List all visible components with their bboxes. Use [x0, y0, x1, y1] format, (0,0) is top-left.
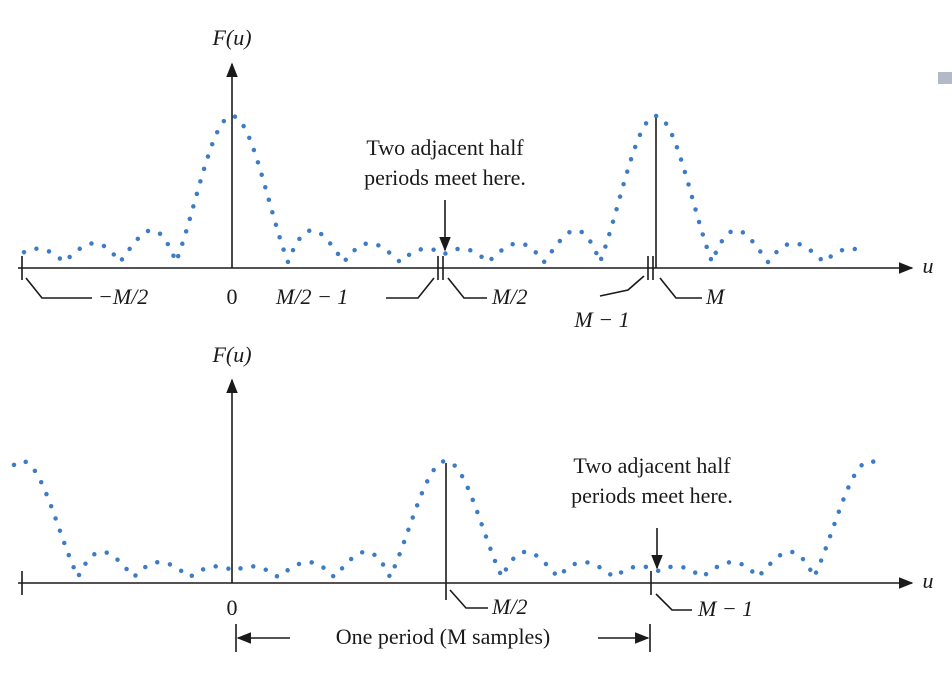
tick-label: M/2 − 1 — [275, 284, 348, 309]
leader — [659, 277, 702, 299]
edge-block — [938, 72, 952, 84]
tick-label: M/2 — [491, 284, 527, 309]
tick-label: M − 1 — [573, 307, 629, 332]
annotation: periods meet here. — [571, 483, 733, 508]
tick-label: 0 — [227, 595, 238, 620]
leader — [447, 277, 487, 299]
spectrum-curve — [11, 458, 879, 583]
tick-label: M — [705, 284, 726, 309]
tick-label: M − 1 — [697, 596, 753, 621]
annotation: periods meet here. — [364, 165, 526, 190]
axis-label: F(u) — [211, 342, 251, 367]
axis-label: u — [923, 568, 934, 593]
leader — [25, 277, 92, 299]
tick-label: M/2 — [491, 594, 527, 619]
tick-label: 0 — [227, 284, 238, 309]
axis-label: F(u) — [211, 25, 251, 50]
leader — [386, 277, 435, 299]
leader — [449, 589, 488, 609]
tick-label: −M/2 — [98, 284, 148, 309]
axis-label: u — [923, 253, 934, 278]
annotation: Two adjacent half — [573, 453, 731, 478]
leader — [655, 593, 692, 611]
leader — [599, 275, 645, 297]
annotation: Two adjacent half — [366, 135, 524, 160]
period-label: One period (M samples) — [336, 624, 550, 649]
